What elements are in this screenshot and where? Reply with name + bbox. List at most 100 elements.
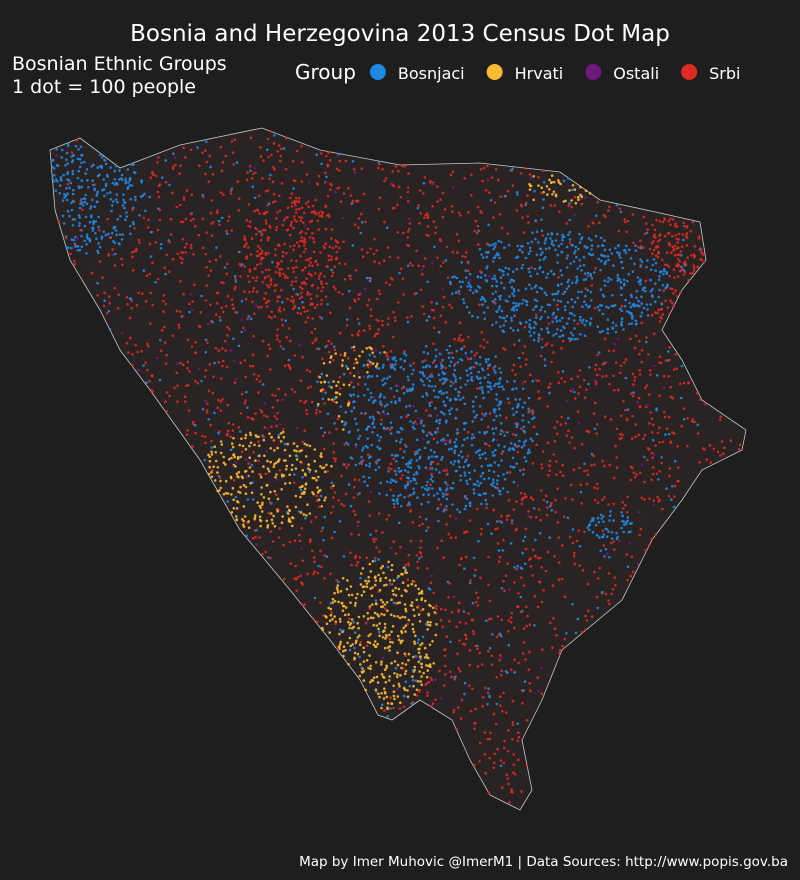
dot bbox=[76, 176, 80, 180]
dot bbox=[521, 551, 524, 555]
dot bbox=[197, 164, 201, 167]
dot bbox=[214, 451, 217, 454]
dot bbox=[226, 325, 229, 329]
dot bbox=[452, 708, 456, 712]
dot bbox=[506, 300, 509, 303]
dot bbox=[253, 312, 256, 316]
dot bbox=[53, 173, 56, 177]
dot bbox=[369, 308, 373, 311]
dot bbox=[493, 752, 497, 756]
dot bbox=[301, 440, 305, 444]
dot bbox=[445, 487, 449, 490]
dot bbox=[329, 511, 333, 515]
dot bbox=[539, 308, 542, 312]
dot bbox=[217, 219, 221, 223]
dot bbox=[618, 251, 621, 255]
dot bbox=[267, 268, 271, 272]
dot bbox=[212, 375, 215, 379]
dot bbox=[300, 526, 304, 530]
dot bbox=[435, 364, 438, 368]
dot bbox=[428, 603, 431, 607]
dot bbox=[533, 624, 536, 627]
dot bbox=[381, 366, 385, 369]
dot bbox=[557, 371, 560, 374]
dot bbox=[640, 463, 644, 467]
dot bbox=[625, 522, 628, 526]
dot bbox=[615, 531, 618, 535]
dot bbox=[205, 231, 208, 234]
dot bbox=[107, 254, 111, 257]
dot bbox=[204, 351, 208, 354]
dot bbox=[300, 582, 304, 585]
dot bbox=[262, 465, 265, 468]
dot bbox=[284, 168, 288, 171]
dot bbox=[667, 232, 670, 235]
dot bbox=[348, 617, 351, 621]
dot bbox=[91, 229, 95, 232]
dot bbox=[76, 237, 80, 240]
dot bbox=[368, 324, 371, 328]
dot bbox=[550, 501, 553, 505]
dot bbox=[437, 390, 441, 394]
dot bbox=[258, 247, 262, 250]
dot bbox=[630, 437, 634, 440]
dot bbox=[197, 233, 201, 237]
dot bbox=[197, 367, 201, 370]
dot bbox=[383, 668, 387, 671]
dot bbox=[472, 488, 476, 491]
dot bbox=[696, 423, 700, 427]
dot bbox=[545, 513, 549, 517]
dot bbox=[487, 469, 491, 473]
dot bbox=[190, 193, 194, 197]
dot bbox=[565, 434, 569, 437]
dot bbox=[331, 274, 334, 278]
dot bbox=[737, 448, 741, 451]
dot bbox=[415, 554, 419, 557]
dot bbox=[532, 507, 536, 510]
dot bbox=[311, 317, 315, 320]
dot bbox=[422, 312, 426, 316]
dot bbox=[668, 358, 671, 362]
dot bbox=[498, 256, 501, 260]
dot bbox=[323, 470, 327, 474]
dot bbox=[490, 483, 493, 486]
dot bbox=[556, 253, 560, 257]
dot bbox=[521, 387, 525, 391]
dot bbox=[692, 269, 696, 272]
dot bbox=[458, 280, 462, 284]
dot bbox=[493, 761, 496, 765]
dot bbox=[116, 200, 119, 204]
dot bbox=[536, 605, 540, 609]
dot bbox=[602, 515, 605, 518]
dot bbox=[579, 315, 582, 319]
dot bbox=[389, 546, 393, 550]
dot bbox=[327, 258, 331, 262]
dot bbox=[614, 361, 618, 365]
dot bbox=[293, 449, 296, 452]
dot bbox=[509, 668, 513, 671]
dot bbox=[219, 400, 223, 403]
dot bbox=[502, 691, 505, 695]
dot bbox=[213, 361, 216, 365]
dot bbox=[354, 358, 358, 361]
dot bbox=[278, 527, 282, 530]
dot bbox=[514, 373, 517, 376]
dot bbox=[270, 316, 273, 320]
dot bbox=[404, 610, 408, 613]
dot bbox=[299, 495, 302, 499]
dot bbox=[368, 654, 371, 657]
dot bbox=[318, 375, 322, 379]
dot bbox=[445, 523, 448, 526]
dot bbox=[568, 230, 572, 234]
dot bbox=[149, 255, 153, 258]
dot bbox=[483, 731, 487, 734]
dot bbox=[546, 232, 550, 236]
dot bbox=[485, 242, 489, 246]
dot bbox=[373, 540, 376, 543]
dot bbox=[233, 455, 236, 459]
dot bbox=[378, 163, 381, 166]
dot bbox=[561, 238, 564, 242]
dot bbox=[337, 246, 341, 250]
dot bbox=[453, 678, 457, 681]
dot bbox=[357, 297, 360, 301]
